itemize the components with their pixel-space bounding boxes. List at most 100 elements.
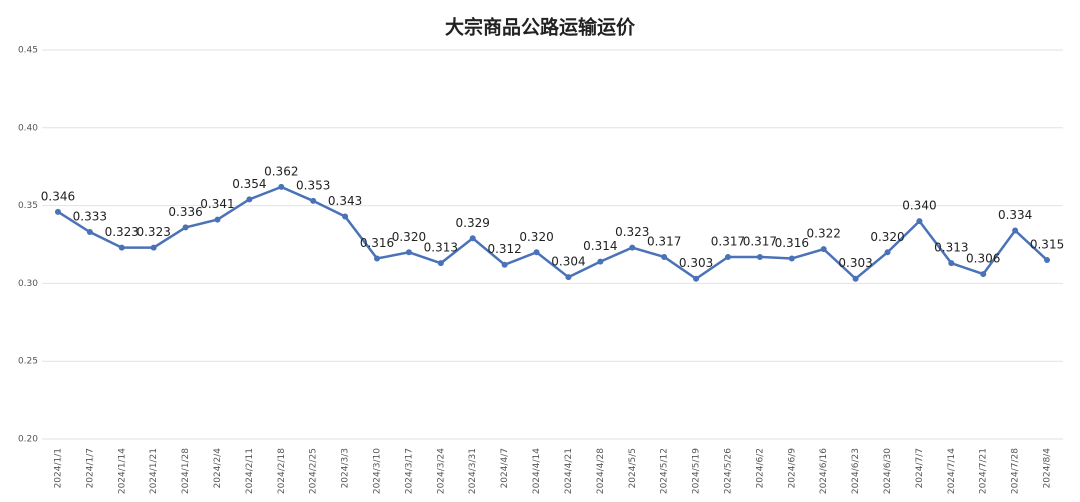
point	[788, 255, 795, 262]
value-label: 0.323	[105, 225, 139, 239]
value-label: 0.315	[1030, 238, 1064, 252]
value-label: 0.341	[200, 197, 234, 211]
x-tick-label: 2024/6/9	[787, 448, 797, 489]
point	[661, 253, 668, 260]
y-tick-label: 0.25	[18, 357, 38, 367]
point	[118, 244, 125, 251]
point	[916, 218, 923, 225]
x-tick-label: 2024/2/18	[277, 448, 287, 494]
line	[57, 185, 1048, 281]
value-label: 0.353	[296, 178, 330, 192]
chart-title: 大宗商品公路运输运价	[445, 16, 636, 39]
point	[214, 216, 221, 223]
point	[597, 258, 604, 265]
x-tick-label: 2024/6/16	[819, 448, 829, 494]
point	[852, 275, 859, 282]
value-label: 0.322	[807, 227, 841, 241]
x-tick-label: 2024/1/1	[53, 448, 63, 488]
x-tick-label: 2024/4/28	[596, 448, 606, 494]
x-tick-label: 2024/6/23	[851, 448, 861, 494]
point	[310, 197, 317, 204]
point	[150, 244, 157, 251]
x-tick-label: 2024/7/7	[915, 448, 925, 488]
value-label: 0.317	[711, 234, 745, 248]
x-tick-label: 2024/1/14	[117, 448, 127, 494]
value-label: 0.333	[73, 210, 107, 224]
value-label: 0.316	[775, 236, 809, 250]
x-tick-label: 2024/4/7	[500, 448, 510, 488]
value-label: 0.312	[487, 242, 521, 256]
point	[980, 271, 987, 278]
x-tick-label: 2024/2/25	[309, 448, 319, 494]
value-label: 0.323	[136, 225, 170, 239]
x-tick-label: 2024/5/26	[723, 448, 733, 494]
value-label: 0.336	[168, 205, 202, 219]
value-label: 0.362	[264, 164, 298, 178]
point	[820, 246, 827, 253]
x-tick-label: 2024/7/14	[947, 448, 957, 494]
point	[86, 229, 93, 236]
point	[405, 249, 412, 256]
point	[342, 213, 349, 220]
point	[756, 253, 763, 260]
value-label: 0.320	[870, 230, 904, 244]
value-label: 0.304	[551, 255, 585, 269]
value-label: 0.313	[424, 241, 458, 255]
y-tick-label: 0.35	[18, 201, 38, 211]
x-tick-label: 2024/6/2	[755, 448, 765, 488]
x-tick-label: 2024/7/21	[979, 448, 989, 494]
point	[501, 261, 508, 268]
value-label: 0.354	[232, 177, 266, 191]
value-label: 0.334	[998, 208, 1032, 222]
value-label: 0.320	[392, 230, 426, 244]
point	[724, 253, 731, 260]
point	[629, 244, 636, 251]
value-label: 0.346	[41, 189, 75, 203]
point	[246, 196, 253, 203]
point	[533, 249, 540, 256]
x-tick-label: 2024/2/4	[213, 448, 223, 489]
point	[565, 274, 572, 281]
x-tick-label: 2024/8/4	[1043, 448, 1053, 489]
value-label: 0.320	[519, 230, 553, 244]
y-tick-label: 0.45	[18, 46, 38, 56]
x-tick-label: 2024/3/24	[436, 448, 446, 494]
point	[1044, 257, 1051, 264]
x-tick-label: 2024/6/30	[883, 448, 893, 494]
point	[182, 224, 189, 231]
y-tick-label: 0.20	[18, 435, 38, 445]
x-tick-label: 2024/7/28	[1011, 448, 1021, 494]
y-tick-label: 0.40	[18, 123, 38, 133]
value-label: 0.303	[679, 256, 713, 270]
x-tick-label: 2024/1/21	[149, 448, 159, 494]
point	[469, 235, 476, 242]
point	[884, 249, 891, 256]
point	[948, 260, 955, 267]
x-tick-label: 2024/1/7	[85, 448, 95, 488]
point	[693, 275, 700, 282]
x-tick-label: 2024/1/28	[181, 448, 191, 494]
x-tick-label: 2024/3/31	[468, 448, 478, 494]
x-tick-label: 2024/3/17	[404, 448, 414, 494]
x-tick-label: 2024/2/11	[245, 448, 255, 494]
x-tick-label: 2024/5/5	[628, 448, 638, 488]
x-tick-label: 2024/5/12	[660, 448, 670, 494]
value-label: 0.343	[328, 194, 362, 208]
value-label: 0.313	[934, 241, 968, 255]
value-label: 0.323	[615, 225, 649, 239]
y-tick-label: 0.30	[18, 279, 38, 289]
value-label: 0.306	[966, 252, 1000, 266]
point	[437, 260, 444, 267]
value-label: 0.317	[743, 234, 777, 248]
point	[1012, 227, 1019, 234]
value-label: 0.317	[647, 234, 681, 248]
x-tick-label: 2024/5/19	[692, 448, 702, 494]
point	[54, 208, 61, 215]
x-tick-label: 2024/3/3	[341, 448, 351, 488]
point	[278, 183, 285, 190]
x-tick-label: 2024/4/14	[532, 448, 542, 494]
value-label: 0.316	[360, 236, 394, 250]
value-label: 0.303	[838, 256, 872, 270]
x-tick-label: 2024/3/10	[373, 448, 383, 494]
